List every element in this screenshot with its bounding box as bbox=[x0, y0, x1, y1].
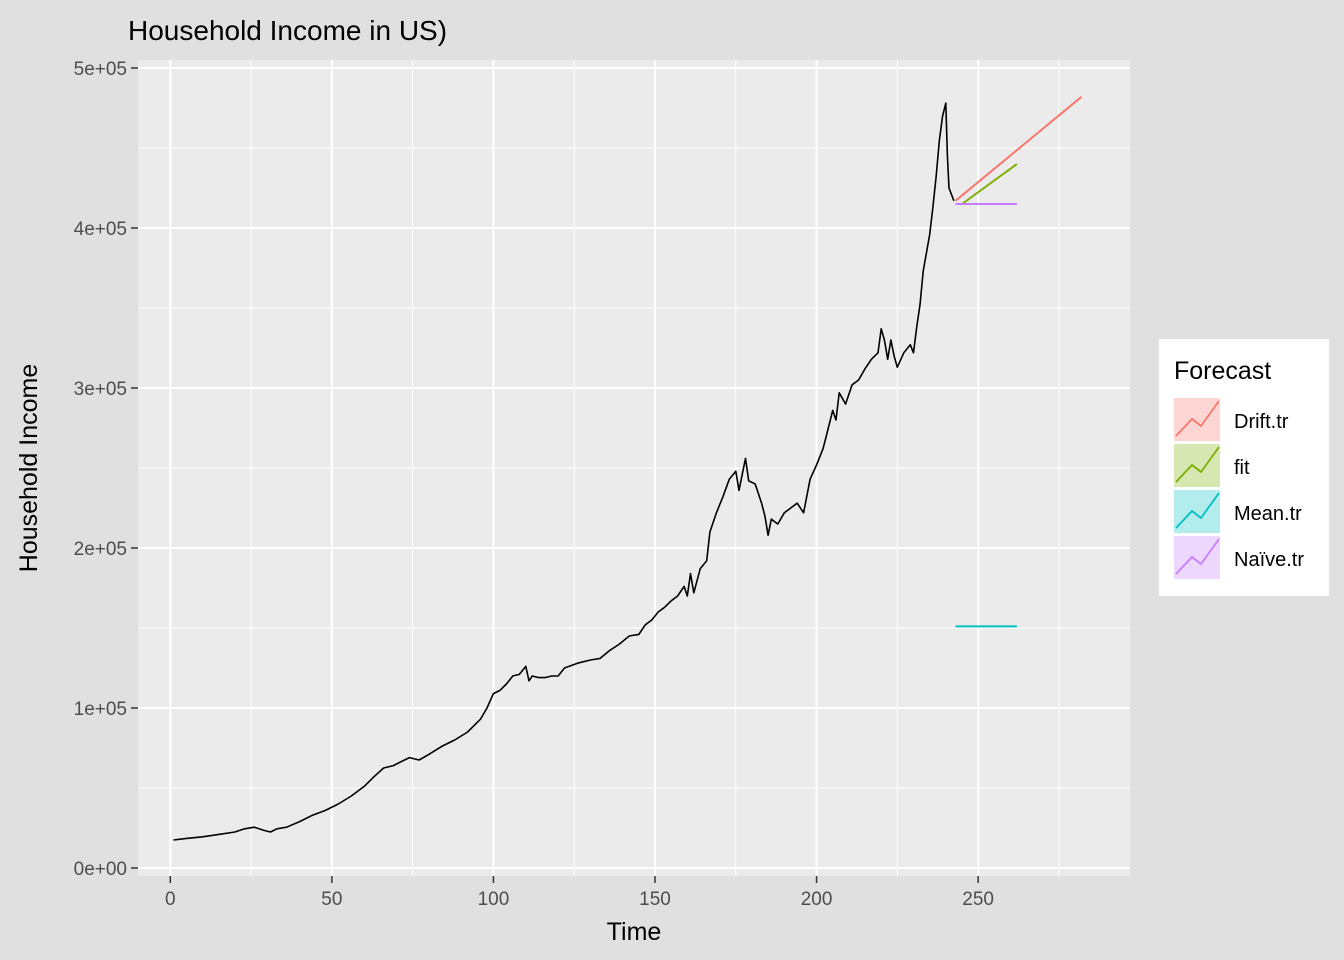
legend: Forecast Drift.tr fit Mean.tr Naïve.tr bbox=[1159, 339, 1329, 596]
y-tick-label: 1e+05 bbox=[74, 699, 127, 720]
legend-entries: Drift.tr fit Mean.tr Naïve.tr bbox=[1174, 398, 1304, 579]
legend-label: Mean.tr bbox=[1234, 503, 1302, 525]
y-axis: 0e+00 1e+05 2e+05 3e+05 4e+05 5e+05 bbox=[74, 59, 138, 880]
x-tick-label: 50 bbox=[321, 889, 342, 910]
x-tick-label: 100 bbox=[478, 889, 510, 910]
x-axis-title: Time bbox=[607, 918, 662, 946]
y-tick-label: 4e+05 bbox=[74, 219, 127, 240]
grid-minor bbox=[138, 60, 1130, 876]
y-tick-label: 5e+05 bbox=[74, 59, 127, 80]
y-tick-label: 2e+05 bbox=[74, 539, 127, 560]
legend-key bbox=[1174, 398, 1220, 441]
legend-key-line bbox=[1175, 400, 1220, 437]
legend-key-line bbox=[1175, 492, 1220, 529]
series-fit-line bbox=[961, 163, 1018, 205]
legend-key-line bbox=[1175, 446, 1220, 483]
legend-key-line bbox=[1175, 538, 1220, 575]
series-drift-tr-line bbox=[954, 96, 1083, 202]
x-tick-label: 200 bbox=[801, 889, 833, 910]
legend-label: Naïve.tr bbox=[1234, 549, 1304, 571]
legend-key bbox=[1174, 490, 1220, 533]
x-tick-label: 0 bbox=[165, 889, 176, 910]
x-tick-label: 150 bbox=[639, 889, 671, 910]
x-tick-label: 250 bbox=[962, 889, 994, 910]
legend-key bbox=[1174, 444, 1220, 487]
series-layer bbox=[954, 96, 1083, 628]
legend-box bbox=[1159, 339, 1329, 596]
x-axis: 0 50 100 150 200 250 bbox=[165, 876, 994, 910]
y-tick-label: 0e+00 bbox=[74, 859, 127, 880]
history-line bbox=[173, 102, 955, 841]
legend-title: Forecast bbox=[1174, 357, 1271, 385]
legend-label: fit bbox=[1234, 457, 1250, 479]
history-layer bbox=[173, 102, 955, 841]
y-axis-title: Household Income bbox=[15, 364, 43, 572]
grid-major bbox=[138, 60, 1130, 876]
legend-label: Drift.tr bbox=[1234, 411, 1289, 433]
legend-key bbox=[1174, 536, 1220, 579]
chart-title: Household Income in US) bbox=[128, 15, 447, 46]
y-tick-label: 3e+05 bbox=[74, 379, 127, 400]
